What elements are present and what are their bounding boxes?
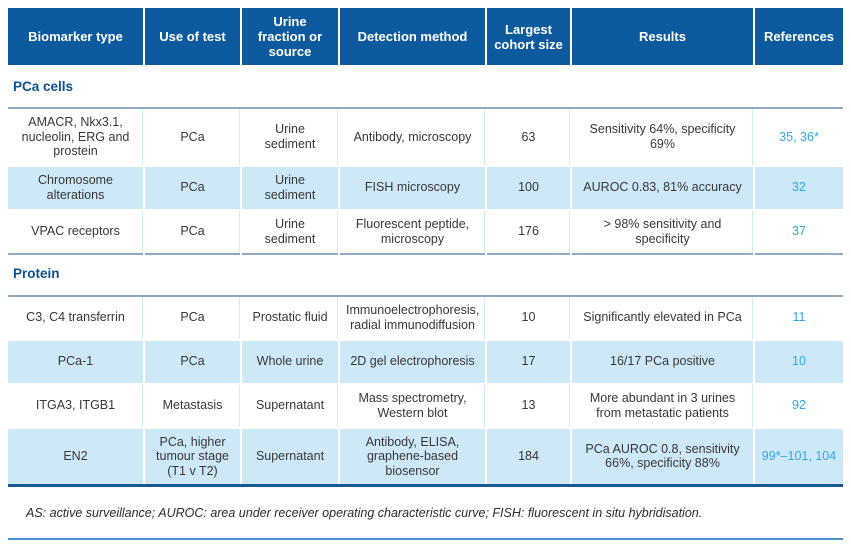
table-row: ITGA3, ITGB1 Metastasis Supernatant Mass sp… [8, 382, 843, 428]
column-header-references: References [754, 8, 843, 66]
cell-use-of-test: Metastasis [144, 382, 242, 428]
cell-urine-fraction: Urine sediment [241, 107, 340, 166]
cell-largest-cohort: 13 [486, 382, 572, 428]
cell-use-of-test: PCa [144, 107, 242, 166]
cell-biomarker-type: ITGA3, ITGB1 [8, 382, 145, 428]
reference-link[interactable]: 11 [754, 294, 843, 340]
cell-largest-cohort: 10 [486, 294, 572, 340]
section-header-row: PCa cells [8, 65, 843, 109]
section-title: PCa cells [8, 65, 843, 109]
cell-results: > 98% sensitivity and specificity [571, 208, 755, 254]
cell-detection-method: Antibody, ELISA, graphene-based biosenso… [339, 426, 487, 487]
table-header: Biomarker type Use of test Urine fractio… [8, 8, 843, 66]
cell-use-of-test: PCa [144, 164, 242, 210]
section-header-row: Protein [8, 252, 843, 297]
reference-link[interactable]: 35, 36* [754, 107, 843, 166]
cell-results: More abundant in 3 urines from metastati… [571, 382, 755, 428]
table-row: VPAC receptors PCa Urine sediment Fluoresce… [8, 208, 843, 254]
header-row: Biomarker type Use of test Urine fractio… [8, 8, 843, 66]
table-row: EN2 PCa, higher tumour stage (T1 v T2) Sup… [8, 426, 843, 487]
biomarker-table: Biomarker type Use of test Urine fractio… [8, 8, 843, 487]
reference-link[interactable]: 92 [754, 382, 843, 428]
cell-detection-method: 2D gel electrophoresis [339, 338, 487, 384]
column-header-use-of-test: Use of test [144, 8, 242, 66]
cell-detection-method: Antibody, microscopy [339, 107, 487, 166]
cell-results: Sensitivity 64%, specificity 69% [571, 107, 755, 166]
table-body: PCa cells AMACR, Nkx3.1, nucleolin, ERG a… [8, 65, 843, 487]
table-row: C3, C4 transferrin PCa Prostatic fluid Immu… [8, 294, 843, 340]
cell-biomarker-type: Chromosome alterations [8, 164, 145, 210]
cell-urine-fraction: Urine sediment [241, 208, 340, 254]
cell-detection-method: Fluorescent peptide, microscopy [339, 208, 487, 254]
cell-results: AUROC 0.83, 81% accuracy [571, 164, 755, 210]
cell-use-of-test: PCa, higher tumour stage (T1 v T2) [144, 426, 242, 487]
bottom-rule-divider [8, 538, 843, 540]
footnote: AS: active surveillance; AUROC: area und… [26, 506, 703, 520]
column-header-largest-cohort: Largest cohort size [486, 8, 572, 66]
table-row: PCa-1 PCa Whole urine 2D gel electrophoresi… [8, 338, 843, 384]
cell-largest-cohort: 176 [486, 208, 572, 254]
reference-link[interactable]: 10 [754, 338, 843, 384]
cell-biomarker-type: VPAC receptors [8, 208, 145, 254]
cell-use-of-test: PCa [144, 294, 242, 340]
cell-results: 16/17 PCa positive [571, 338, 755, 384]
reference-link[interactable]: 32 [754, 164, 843, 210]
reference-link[interactable]: 37 [754, 208, 843, 254]
cell-use-of-test: PCa [144, 208, 242, 254]
column-header-urine-fraction: Urine fraction or source [241, 8, 340, 66]
reference-link[interactable]: 99*–101, 104 [754, 426, 843, 487]
cell-largest-cohort: 100 [486, 164, 572, 210]
section-title: Protein [8, 252, 843, 297]
cell-biomarker-type: C3, C4 transferrin [8, 294, 145, 340]
cell-urine-fraction: Urine sediment [241, 164, 340, 210]
cell-results: Significantly elevated in PCa [571, 294, 755, 340]
table-row: Chromosome alterations PCa Urine sediment F… [8, 164, 843, 210]
cell-largest-cohort: 184 [486, 426, 572, 487]
column-header-biomarker-type: Biomarker type [8, 8, 145, 66]
cell-urine-fraction: Whole urine [241, 338, 340, 384]
cell-urine-fraction: Supernatant [241, 382, 340, 428]
column-header-results: Results [571, 8, 755, 66]
column-header-detection-method: Detection method [339, 8, 487, 66]
cell-largest-cohort: 17 [486, 338, 572, 384]
cell-use-of-test: PCa [144, 338, 242, 384]
cell-biomarker-type: EN2 [8, 426, 145, 487]
cell-results: PCa AUROC 0.8, sensitivity 66%, specific… [571, 426, 755, 487]
cell-biomarker-type: PCa-1 [8, 338, 145, 384]
cell-urine-fraction: Supernatant [241, 426, 340, 487]
cell-detection-method: Immunoelectrophoresis, radial immunodiff… [339, 294, 487, 340]
cell-biomarker-type: AMACR, Nkx3.1, nucleolin, ERG and proste… [8, 107, 145, 166]
table-row: AMACR, Nkx3.1, nucleolin, ERG and proste… [8, 107, 843, 166]
cell-largest-cohort: 63 [486, 107, 572, 166]
cell-detection-method: FISH microscopy [339, 164, 487, 210]
cell-detection-method: Mass spectrometry, Western blot [339, 382, 487, 428]
cell-urine-fraction: Prostatic fluid [241, 294, 340, 340]
